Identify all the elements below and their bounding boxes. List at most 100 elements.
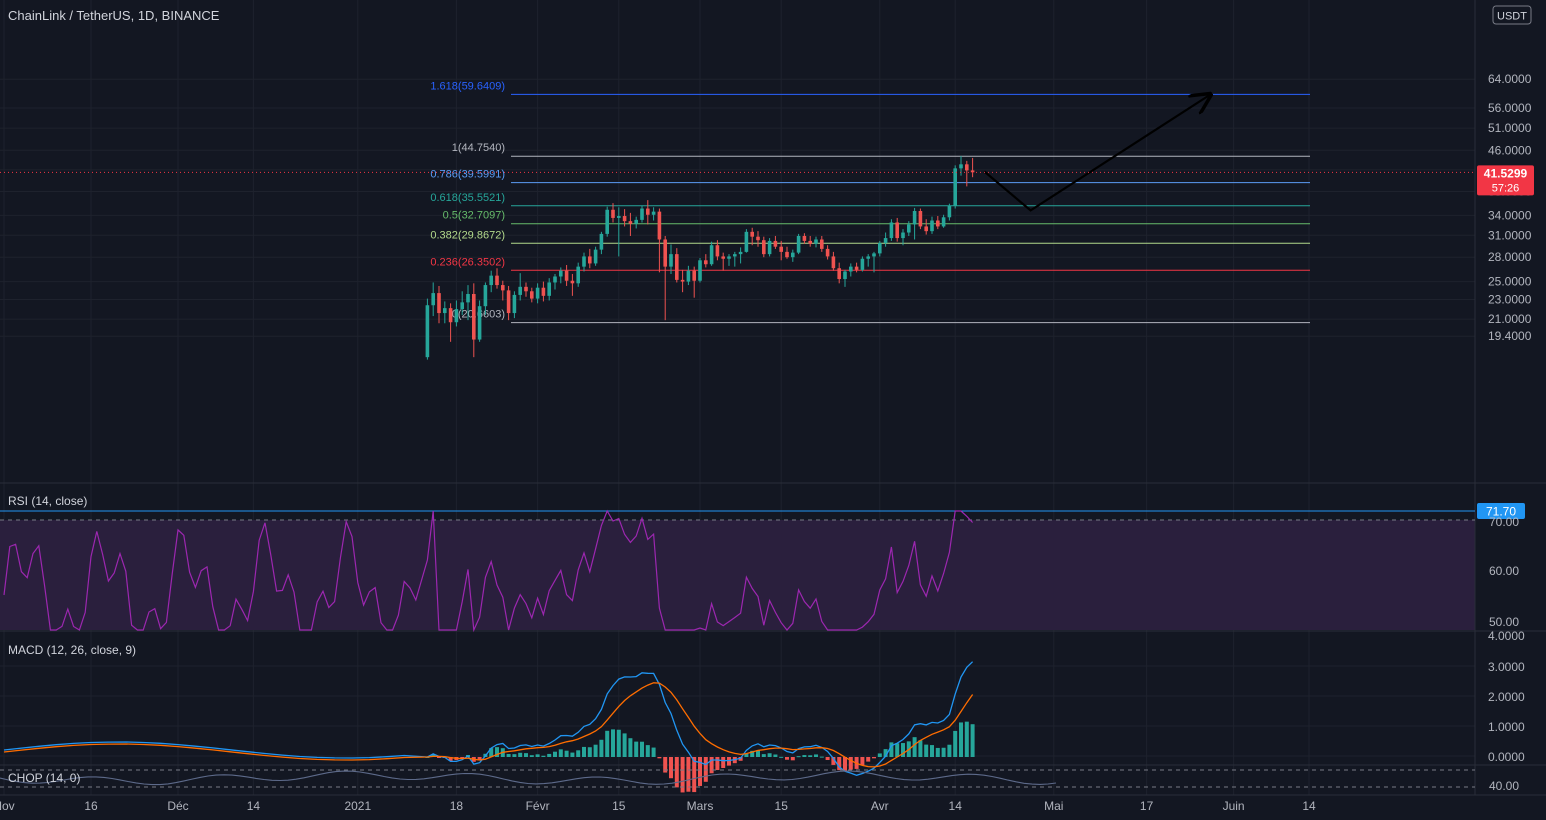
rsi-tick-60: 60.00 xyxy=(1489,564,1519,578)
macd-hist-bar xyxy=(674,757,679,788)
candle-body xyxy=(831,256,836,269)
macd-hist-bar xyxy=(959,722,963,757)
macd-hist-bar xyxy=(941,747,946,757)
last-price-value: 41.5299 xyxy=(1484,166,1528,180)
candle-body xyxy=(849,266,853,272)
candle-body xyxy=(808,240,812,244)
candle-body xyxy=(553,276,557,283)
macd-hist-bar xyxy=(686,757,691,792)
macd-hist-bar xyxy=(808,755,813,757)
macd-hist-bar xyxy=(889,742,894,757)
macd-hist-bar xyxy=(930,745,934,757)
macd-hist-bar xyxy=(448,757,453,761)
candle-body xyxy=(924,226,928,232)
candle-body xyxy=(472,293,476,340)
time-label: Juin xyxy=(1223,799,1245,813)
macd-hist-bar xyxy=(912,737,917,757)
macd-hist-bar xyxy=(727,757,731,766)
macd-hist-bar xyxy=(599,739,604,757)
candle-body xyxy=(814,239,818,244)
chop-title[interactable]: CHOP (14, 0) xyxy=(8,771,80,785)
candle-body xyxy=(593,249,598,264)
candle-body xyxy=(501,285,505,291)
candle-body xyxy=(802,235,807,241)
currency-badge[interactable]: USDT xyxy=(1492,5,1532,25)
macd-hist-bar xyxy=(883,749,888,757)
macd-hist-bar xyxy=(605,730,610,757)
macd-hist-bar xyxy=(645,745,650,757)
candle-body xyxy=(907,224,911,233)
macd-hist-bar xyxy=(814,754,818,757)
macd-signal-line xyxy=(3,682,974,768)
candle-body xyxy=(791,252,795,258)
pane-separators xyxy=(0,0,1546,796)
macd-hist-bar xyxy=(535,754,540,757)
candle-body xyxy=(559,270,563,277)
fib-level-label: 1(44.7540) xyxy=(452,142,505,154)
price-tick-label: 25.0000 xyxy=(1488,275,1532,289)
time-label: 2021 xyxy=(344,799,371,813)
fib-level-label: 1.618(59.6409) xyxy=(430,80,505,92)
macd-hist-bar xyxy=(837,757,842,771)
candle-body xyxy=(941,217,946,227)
macd-hist-bar xyxy=(524,753,528,757)
macd-hist-bar xyxy=(669,757,673,779)
projection-arrow[interactable] xyxy=(983,95,1210,212)
candle-body xyxy=(576,266,580,284)
macd-hist-bar xyxy=(877,753,882,757)
macd-hist-bar xyxy=(657,757,662,759)
currency-badge-label: USDT xyxy=(1497,11,1527,23)
time-label: Févr xyxy=(526,799,550,813)
macd-hist-bar xyxy=(744,753,749,757)
time-label: Nov xyxy=(0,799,15,813)
macd-hist-bar xyxy=(761,754,766,757)
candle-body xyxy=(715,245,720,257)
candle-body xyxy=(936,220,940,227)
time-label: 15 xyxy=(775,799,789,813)
candle-body xyxy=(564,270,569,281)
time-axis[interactable]: Nov 16 Déc 14 2021 18 Févr 15 Mars 15 Avr 14 Mai 17 Ju… xyxy=(0,799,1316,813)
macd-hist-bar xyxy=(553,751,557,757)
fib-retracement[interactable]: 1.618(59.6409) 1(44.7540) 0.786(39.5991) 0.… xyxy=(430,80,1310,324)
candle-body xyxy=(704,260,708,265)
rsi-tick-50: 50.00 xyxy=(1489,615,1519,629)
candle-body xyxy=(820,239,824,249)
candle-body xyxy=(959,164,963,169)
candle-body xyxy=(483,285,488,307)
macd-hist-bar xyxy=(663,757,668,773)
candle-body xyxy=(669,254,673,267)
macd-hist-bar xyxy=(651,747,656,757)
symbol-title[interactable]: ChainLink / TetherUS, 1D, BINANCE xyxy=(8,8,220,23)
price-tick-label: 51.0000 xyxy=(1488,121,1532,135)
price-axis[interactable]: 64.000056.000051.000046.000042.000038.00… xyxy=(1488,72,1532,343)
fib-level-label: 0.5(32.7097) xyxy=(443,210,505,222)
macd-hist-bar xyxy=(738,757,743,761)
candle-body xyxy=(535,287,540,299)
candle-body xyxy=(860,258,865,270)
macd-hist-bar xyxy=(953,730,958,757)
macd-hist-bar xyxy=(831,757,836,765)
candle-body xyxy=(698,260,702,281)
macd-hist-bar xyxy=(860,757,865,766)
candle-body xyxy=(634,219,638,224)
candle-body xyxy=(431,293,435,306)
candle-body xyxy=(762,240,766,255)
candle-body xyxy=(466,293,470,303)
candle-body xyxy=(965,164,969,171)
macd-hist-bar xyxy=(918,740,923,757)
macd-hist-bar xyxy=(901,743,905,757)
candle-body xyxy=(779,246,783,252)
candle-body xyxy=(883,238,888,244)
candle-body xyxy=(854,266,859,270)
rsi-title[interactable]: RSI (14, close) xyxy=(8,494,87,508)
candle-body xyxy=(878,243,882,254)
price-tick-label: 21.0000 xyxy=(1488,312,1532,326)
macd-title[interactable]: MACD (12, 26, close, 9) xyxy=(8,643,136,657)
candle-body xyxy=(628,221,633,224)
time-label: 14 xyxy=(247,799,261,813)
macd-hist-bar xyxy=(587,747,592,757)
candle-body xyxy=(454,309,459,323)
rsi-line xyxy=(3,509,974,633)
candle-body xyxy=(651,211,656,215)
